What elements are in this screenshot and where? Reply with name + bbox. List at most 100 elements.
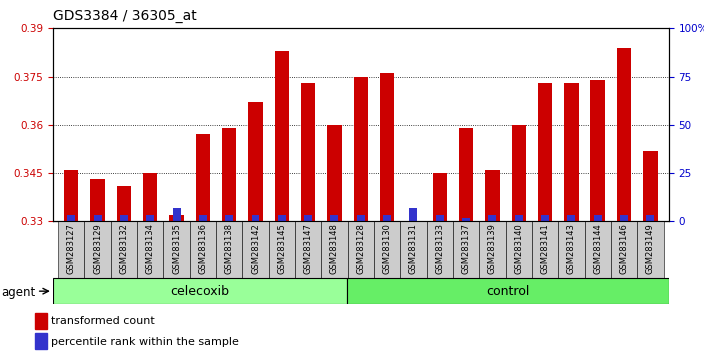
Text: GSM283132: GSM283132 xyxy=(120,223,128,274)
Bar xyxy=(196,135,210,221)
Bar xyxy=(269,221,295,278)
Bar xyxy=(53,278,347,304)
Bar xyxy=(242,221,269,278)
Bar xyxy=(84,221,111,278)
Bar xyxy=(611,221,637,278)
Text: GSM283146: GSM283146 xyxy=(620,223,629,274)
Bar xyxy=(348,221,374,278)
Bar xyxy=(512,125,526,221)
Bar xyxy=(401,221,427,278)
Bar xyxy=(380,73,394,221)
Text: GSM283143: GSM283143 xyxy=(567,223,576,274)
Bar xyxy=(479,221,505,278)
Bar xyxy=(58,221,84,278)
Bar xyxy=(567,215,575,221)
Bar xyxy=(353,76,368,221)
Text: GSM283139: GSM283139 xyxy=(488,223,497,274)
Text: GSM283142: GSM283142 xyxy=(251,223,260,274)
Text: percentile rank within the sample: percentile rank within the sample xyxy=(51,337,239,347)
Bar xyxy=(64,170,78,221)
Text: GSM283130: GSM283130 xyxy=(383,223,391,274)
Text: GSM283140: GSM283140 xyxy=(514,223,523,274)
Bar xyxy=(558,221,584,278)
Text: agent: agent xyxy=(1,286,36,298)
Bar xyxy=(532,221,558,278)
Bar xyxy=(436,215,444,221)
Text: GSM283141: GSM283141 xyxy=(541,223,550,274)
Bar xyxy=(485,170,500,221)
Bar xyxy=(35,333,47,349)
Bar xyxy=(216,221,242,278)
Bar xyxy=(35,313,47,329)
Text: GSM283135: GSM283135 xyxy=(172,223,181,274)
Text: GSM283129: GSM283129 xyxy=(93,223,102,274)
Bar xyxy=(591,80,605,221)
Text: celecoxib: celecoxib xyxy=(170,285,230,298)
Bar xyxy=(275,51,289,221)
Bar xyxy=(301,83,315,221)
Text: GSM283145: GSM283145 xyxy=(277,223,287,274)
Text: GSM283127: GSM283127 xyxy=(67,223,76,274)
Bar xyxy=(295,221,321,278)
Bar xyxy=(505,221,532,278)
Bar xyxy=(637,221,664,278)
Bar xyxy=(462,218,470,221)
Bar xyxy=(249,102,263,221)
Bar xyxy=(189,221,216,278)
Bar xyxy=(643,150,658,221)
Bar xyxy=(137,221,163,278)
Bar xyxy=(169,215,184,221)
Bar xyxy=(94,215,101,221)
Bar xyxy=(304,215,312,221)
Bar xyxy=(222,128,237,221)
Text: transformed count: transformed count xyxy=(51,316,155,326)
Bar xyxy=(120,215,128,221)
Text: GDS3384 / 36305_at: GDS3384 / 36305_at xyxy=(53,9,196,23)
Bar xyxy=(374,221,401,278)
Bar xyxy=(327,125,341,221)
Bar xyxy=(111,221,137,278)
Bar xyxy=(564,83,579,221)
Bar xyxy=(347,278,669,304)
Bar xyxy=(617,47,631,221)
Bar xyxy=(489,215,496,221)
Bar xyxy=(538,83,553,221)
Text: GSM283147: GSM283147 xyxy=(303,223,313,274)
Bar xyxy=(410,209,417,221)
Bar xyxy=(90,179,105,221)
Bar xyxy=(620,215,628,221)
Bar xyxy=(515,215,523,221)
Text: GSM283133: GSM283133 xyxy=(435,223,444,274)
Text: GSM283128: GSM283128 xyxy=(356,223,365,274)
Bar xyxy=(143,173,158,221)
Text: GSM283149: GSM283149 xyxy=(646,223,655,274)
Bar xyxy=(459,128,473,221)
Text: GSM283136: GSM283136 xyxy=(199,223,208,274)
Bar xyxy=(427,221,453,278)
Bar xyxy=(593,215,602,221)
Bar xyxy=(541,215,549,221)
Bar xyxy=(117,186,131,221)
Bar xyxy=(251,215,260,221)
Text: GSM283134: GSM283134 xyxy=(146,223,155,274)
Text: GSM283137: GSM283137 xyxy=(462,223,470,274)
Bar xyxy=(199,215,207,221)
Bar xyxy=(432,173,447,221)
Text: GSM283131: GSM283131 xyxy=(409,223,418,274)
Bar xyxy=(330,215,339,221)
Text: GSM283138: GSM283138 xyxy=(225,223,234,274)
Bar xyxy=(453,221,479,278)
Bar xyxy=(584,221,611,278)
Bar xyxy=(172,209,180,221)
Bar xyxy=(225,215,233,221)
Bar xyxy=(646,215,654,221)
Bar xyxy=(68,215,75,221)
Text: GSM283148: GSM283148 xyxy=(330,223,339,274)
Bar xyxy=(321,221,348,278)
Bar xyxy=(146,215,154,221)
Bar xyxy=(357,215,365,221)
Bar xyxy=(163,221,189,278)
Text: GSM283144: GSM283144 xyxy=(593,223,602,274)
Text: control: control xyxy=(486,285,530,298)
Bar xyxy=(278,215,286,221)
